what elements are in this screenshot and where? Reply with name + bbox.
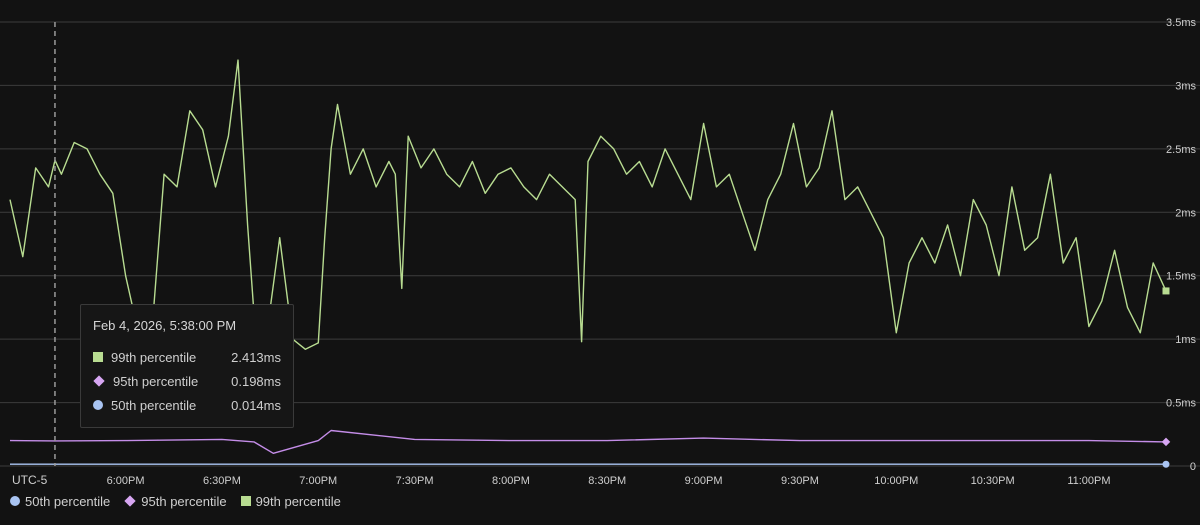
tooltip-row-p99: 99th percentile 2.413ms [93, 345, 281, 369]
legend-label: 99th percentile [255, 493, 341, 509]
x-tick-label: 8:30PM [588, 475, 626, 487]
x-tick-label: 7:30PM [396, 475, 434, 487]
x-tick-label: 10:00PM [874, 475, 918, 487]
x-tick-label: 10:30PM [971, 475, 1015, 487]
tooltip-value: 0.198ms [231, 373, 281, 389]
diamond-icon [124, 495, 136, 507]
p95-end-marker [1161, 437, 1171, 447]
x-tick-label: 9:30PM [781, 475, 819, 487]
y-tick-label: 1ms [1175, 334, 1196, 346]
timezone-label: UTC-5 [12, 473, 48, 487]
x-tick-label: 11:00PM [1067, 475, 1110, 487]
y-tick-label: 1.5ms [1166, 271, 1196, 283]
y-tick-label: 0.5ms [1166, 398, 1196, 410]
y-tick-label: 0 [1190, 461, 1196, 473]
x-tick-label: 9:00PM [685, 475, 723, 487]
x-tick-label: 6:00PM [107, 475, 145, 487]
tooltip-date: Feb 4, 2026, 5:38:00 PM [93, 318, 237, 333]
x-tick-label: 7:00PM [299, 475, 337, 487]
hover-tooltip: Feb 4, 2026, 5:38:00 PM 99th percentile … [80, 304, 294, 428]
p99-end-marker [1162, 287, 1170, 295]
legend-label: 50th percentile [25, 493, 111, 509]
y-tick-label: 2ms [1175, 207, 1196, 219]
x-tick-label: 6:30PM [203, 475, 241, 487]
legend-item-p95[interactable]: 95th percentile [124, 493, 227, 509]
tooltip-value: 0.014ms [231, 397, 281, 413]
y-tick-label: 3ms [1175, 80, 1196, 92]
chart-legend: 50th percentile 95th percentile 99th per… [10, 492, 341, 510]
circle-icon [93, 400, 103, 410]
x-axis-ticks: 6:00PM 6:30PM 7:00PM 7:30PM 8:00PM 8:30PM 9:00… [107, 475, 1111, 487]
tooltip-value: 2.413ms [231, 349, 281, 365]
legend-item-p99[interactable]: 99th percentile [240, 493, 341, 509]
tooltip-label: 95th percentile [113, 373, 199, 389]
square-icon [240, 496, 251, 506]
circle-icon [10, 496, 20, 506]
tooltip-label: 99th percentile [111, 349, 197, 365]
y-tick-label: 2.5ms [1166, 144, 1196, 156]
y-axis-ticks: 0 0.5ms 1ms 1.5ms 2ms 2.5ms 3ms 3.5ms [1166, 17, 1196, 473]
legend-label: 95th percentile [141, 493, 227, 509]
x-tick-label: 8:00PM [492, 475, 530, 487]
p95-line [9, 429, 1167, 454]
p50-end-marker [1162, 460, 1170, 468]
tooltip-row-p95: 95th percentile 0.198ms [93, 369, 281, 393]
diamond-icon [93, 375, 105, 387]
square-icon [93, 352, 103, 362]
tooltip-label: 50th percentile [111, 397, 197, 413]
p99-line [9, 59, 1167, 350]
series-end-markers [1161, 287, 1171, 468]
y-tick-label: 3.5ms [1166, 17, 1196, 29]
legend-item-p50[interactable]: 50th percentile [10, 494, 110, 509]
tooltip-row-p50: 50th percentile 0.014ms [93, 393, 281, 417]
